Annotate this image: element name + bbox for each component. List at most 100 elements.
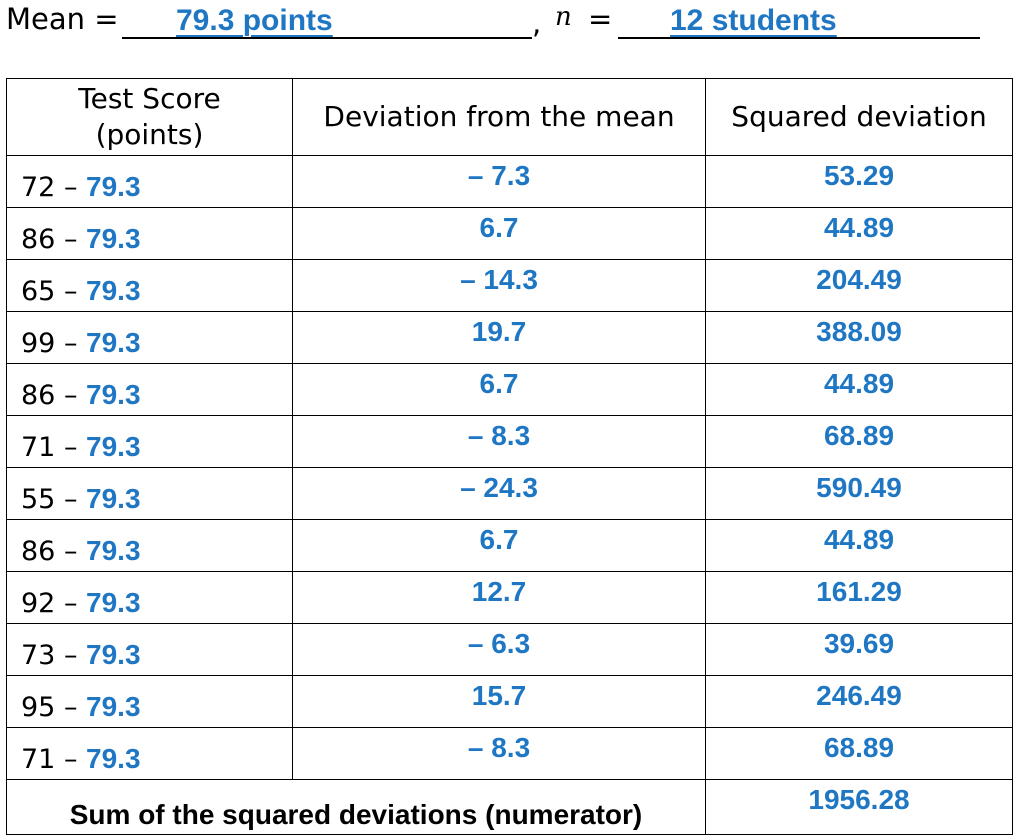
sum-label: Sum of the squared deviations (numerator… — [6, 779, 706, 835]
mean-subtrahend: 79.3 — [86, 171, 141, 202]
mean-value: 79.3 points — [176, 4, 333, 37]
minus-sign: – — [55, 380, 87, 411]
mean-label: Mean = — [6, 2, 119, 36]
score-value: 72 — [21, 172, 56, 203]
minus-sign: – — [55, 640, 87, 671]
mean-subtrahend: 79.3 — [86, 483, 141, 514]
deviation-cell: 6.7 — [292, 519, 706, 572]
column-header-test-score: Test Score (points) — [6, 78, 293, 156]
table-row: 71 – 79.3– 8.3 68.89 — [6, 415, 1013, 468]
minus-sign: – — [55, 276, 87, 307]
n-blank-line — [618, 37, 980, 39]
deviation-cell: 6.7 — [292, 363, 706, 416]
minus-sign: – — [55, 432, 87, 463]
table-row: 95 – 79.3 15.7 246.49 — [6, 675, 1013, 728]
table-row: 65 – 79.3– 14.3 204.49 — [6, 259, 1013, 312]
table-row: 73 – 79.3– 6.3 39.69 — [6, 623, 1013, 676]
mean-subtrahend: 79.3 — [86, 743, 141, 774]
score-cell: 71 – 79.3 — [6, 415, 293, 468]
deviation-cell: – 8.3 — [292, 727, 706, 780]
header-line: Mean = 79.3 points , n = 12 students — [0, 0, 1017, 50]
mean-subtrahend: 79.3 — [86, 691, 141, 722]
squared-cell: 53.29 — [705, 155, 1013, 208]
deviation-cell: 19.7 — [292, 311, 706, 364]
score-value: 86 — [21, 380, 56, 411]
score-value: 95 — [21, 692, 56, 723]
deviation-cell: 15.7 — [292, 675, 706, 728]
header-row: Test Score (points) Deviation from the m… — [6, 78, 1013, 156]
squared-cell: 161.29 — [705, 571, 1013, 624]
squared-cell: 68.89 — [705, 727, 1013, 780]
squared-cell: 68.89 — [705, 415, 1013, 468]
table-row: 92 – 79.3 12.7 161.29 — [6, 571, 1013, 624]
n-label: n — [555, 2, 572, 32]
squared-cell: 204.49 — [705, 259, 1013, 312]
deviation-cell: – 8.3 — [292, 415, 706, 468]
sum-row: Sum of the squared deviations (numerator… — [6, 779, 1013, 835]
minus-sign: – — [55, 692, 87, 723]
minus-sign: – — [55, 172, 87, 203]
score-cell: 55 – 79.3 — [6, 467, 293, 520]
minus-sign: – — [55, 484, 87, 515]
table-row: 71 – 79.3– 8.3 68.89 — [6, 727, 1013, 780]
score-value: 55 — [21, 484, 56, 515]
score-cell: 86 – 79.3 — [6, 207, 293, 260]
squared-cell: 246.49 — [705, 675, 1013, 728]
score-value: 86 — [21, 536, 56, 567]
deviation-cell: – 14.3 — [292, 259, 706, 312]
squared-cell: 388.09 — [705, 311, 1013, 364]
separator-comma: , — [532, 6, 542, 40]
minus-sign: – — [55, 328, 87, 359]
n-value: 12 students — [670, 4, 837, 37]
score-cell: 65 – 79.3 — [6, 259, 293, 312]
table-row: 72 – 79.3– 7.3 53.29 — [6, 155, 1013, 208]
score-cell: 71 – 79.3 — [6, 727, 293, 780]
score-value: 71 — [21, 744, 56, 775]
score-value: 73 — [21, 640, 56, 671]
table-row: 55 – 79.3– 24.3 590.49 — [6, 467, 1013, 520]
column-header-squared: Squared deviation — [705, 78, 1013, 156]
deviation-cell: 6.7 — [292, 207, 706, 260]
deviation-table: Test Score (points) Deviation from the m… — [6, 78, 1013, 835]
column-header-deviation: Deviation from the mean — [292, 78, 706, 156]
score-cell: 99 – 79.3 — [6, 311, 293, 364]
mean-subtrahend: 79.3 — [86, 639, 141, 670]
minus-sign: – — [55, 536, 87, 567]
deviation-cell: 12.7 — [292, 571, 706, 624]
deviation-cell: – 6.3 — [292, 623, 706, 676]
score-cell: 92 – 79.3 — [6, 571, 293, 624]
score-cell: 86 – 79.3 — [6, 363, 293, 416]
table-row: 99 – 79.3 19.7 388.09 — [6, 311, 1013, 364]
score-cell: 95 – 79.3 — [6, 675, 293, 728]
mean-subtrahend: 79.3 — [86, 379, 141, 410]
score-value: 71 — [21, 432, 56, 463]
mean-subtrahend: 79.3 — [86, 275, 141, 306]
score-value: 65 — [21, 276, 56, 307]
table-body: 72 – 79.3– 7.3 53.29 86 – 79.3 6.7 44.89 65 –… — [6, 155, 1013, 780]
mean-subtrahend: 79.3 — [86, 431, 141, 462]
minus-sign: – — [55, 588, 87, 619]
minus-sign: – — [55, 744, 87, 775]
score-cell: 72 – 79.3 — [6, 155, 293, 208]
mean-subtrahend: 79.3 — [86, 535, 141, 566]
mean-subtrahend: 79.3 — [86, 587, 141, 618]
column-header-squared-text: Squared deviation — [731, 100, 987, 133]
column-header-test-score-text: Test Score (points) — [78, 82, 221, 151]
score-value: 92 — [21, 588, 56, 619]
deviation-cell: – 24.3 — [292, 467, 706, 520]
deviation-cell: – 7.3 — [292, 155, 706, 208]
score-cell: 73 – 79.3 — [6, 623, 293, 676]
squared-cell: 44.89 — [705, 207, 1013, 260]
table-row: 86 – 79.3 6.7 44.89 — [6, 519, 1013, 572]
table-row: 86 – 79.3 6.7 44.89 — [6, 207, 1013, 260]
sum-value: 1956.28 — [705, 779, 1013, 835]
mean-subtrahend: 79.3 — [86, 223, 141, 254]
squared-cell: 44.89 — [705, 519, 1013, 572]
score-cell: 86 – 79.3 — [6, 519, 293, 572]
minus-sign: – — [55, 224, 87, 255]
mean-subtrahend: 79.3 — [86, 327, 141, 358]
score-value: 99 — [21, 328, 56, 359]
table-row: 86 – 79.3 6.7 44.89 — [6, 363, 1013, 416]
squared-cell: 39.69 — [705, 623, 1013, 676]
squared-cell: 590.49 — [705, 467, 1013, 520]
